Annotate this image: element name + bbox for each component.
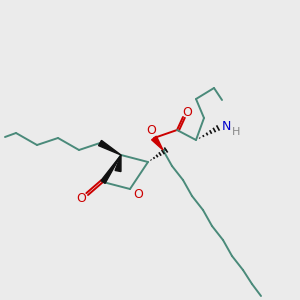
Text: O: O bbox=[76, 191, 86, 205]
Text: H: H bbox=[232, 127, 240, 137]
Polygon shape bbox=[98, 140, 121, 155]
Polygon shape bbox=[152, 136, 163, 150]
Polygon shape bbox=[101, 155, 121, 183]
Text: O: O bbox=[133, 188, 143, 202]
Polygon shape bbox=[115, 155, 121, 172]
Text: O: O bbox=[146, 124, 156, 137]
Text: O: O bbox=[182, 106, 192, 119]
Text: N: N bbox=[221, 119, 231, 133]
